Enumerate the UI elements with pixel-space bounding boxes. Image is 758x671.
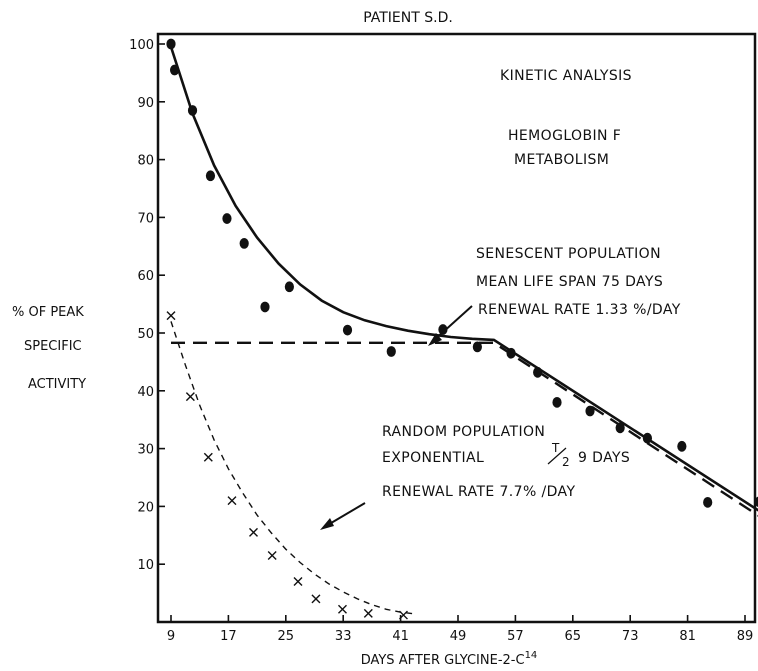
data-point-dot — [386, 346, 396, 357]
chart-title: PATIENT S.D. — [363, 10, 453, 26]
y-tick-label: 80 — [137, 154, 154, 169]
data-point-dot — [187, 105, 198, 116]
x-axis-label: DAYS AFTER GLYCINE-2-C14 — [361, 650, 538, 668]
annotation-random-line-1: RANDOM POPULATION — [382, 424, 545, 440]
data-point-dot — [222, 213, 232, 224]
y-axis-label-line-3: ACTIVITY — [28, 377, 86, 392]
annotation-random-line-3: RENEWAL RATE 7.7% /DAY — [382, 484, 575, 500]
data-point-cross — [166, 311, 176, 321]
data-point-dot — [260, 301, 270, 313]
y-tick-label: 40 — [137, 385, 154, 400]
data-point-cross — [363, 608, 373, 618]
data-point-dot — [239, 238, 249, 249]
random-arrow-shaft — [325, 502, 366, 527]
data-point-dot — [533, 366, 543, 378]
annotation-senescent-line-3: RENEWAL RATE 1.33 %/DAY — [478, 302, 681, 318]
x-tick-label: 89 — [737, 629, 754, 644]
annotation-random-line-2b: 9 DAYS — [578, 450, 630, 466]
data-point-dot — [754, 496, 758, 507]
x-axis-label-text: DAYS AFTER GLYCINE-2-C — [361, 653, 525, 668]
data-point-cross — [185, 392, 195, 402]
annotation-senescent-line-1: SENESCENT POPULATION — [476, 246, 661, 262]
y-axis-ticks: 10 20 30 40 50 60 70 80 90 100 — [129, 38, 165, 573]
data-point-cross — [203, 452, 213, 462]
data-point-cross — [293, 577, 303, 587]
data-point-cross — [227, 496, 237, 506]
data-point-cross — [337, 604, 347, 614]
x-tick-label: 33 — [335, 629, 352, 644]
series-markers — [166, 38, 758, 620]
x-tick-label: 25 — [278, 629, 295, 644]
annotation-hemoglobin-line-1: HEMOGLOBIN F — [508, 128, 621, 144]
x-axis-ticks: 9 17 25 33 41 49 57 65 73 81 89 — [167, 615, 753, 644]
data-point-dot — [703, 496, 713, 508]
data-point-dot — [552, 396, 562, 408]
data-point-dot — [472, 341, 482, 353]
annotation-random-half-life-t: T — [551, 441, 560, 455]
x-tick-label: 49 — [450, 629, 467, 644]
y-tick-label: 10 — [137, 558, 154, 573]
data-point-cross — [398, 610, 408, 620]
x-tick-label: 57 — [507, 629, 524, 644]
y-tick-label: 90 — [137, 96, 154, 111]
x-tick-label: 9 — [167, 629, 175, 644]
y-axis-label-line-2: SPECIFIC — [24, 339, 82, 354]
x-tick-label: 41 — [392, 629, 409, 644]
data-point-dot — [284, 281, 294, 293]
senescent-arrow-head — [428, 333, 442, 346]
y-axis-label-line-1: % OF PEAK — [12, 305, 84, 320]
data-point-dot — [438, 324, 448, 335]
data-point-dot — [342, 324, 353, 336]
x-tick-label: 81 — [679, 629, 696, 644]
senescent-arrow-shaft — [431, 305, 473, 343]
fit-curve-random — [170, 321, 415, 615]
data-point-dot — [166, 38, 176, 50]
y-tick-label: 30 — [137, 443, 154, 458]
fit-line-senescent — [171, 341, 758, 517]
y-tick-label: 70 — [137, 211, 154, 226]
y-tick-label: 100 — [129, 38, 154, 53]
x-tick-label: 73 — [622, 629, 639, 644]
annotation-hemoglobin-line-2: METABOLISM — [514, 152, 609, 168]
data-point-dot — [585, 405, 595, 417]
data-point-cross — [267, 551, 277, 561]
data-point-dot — [506, 347, 516, 359]
data-point-dot — [205, 170, 216, 182]
fit-curve-total — [169, 46, 758, 512]
annotation-random-line-2a: EXPONENTIAL — [382, 450, 484, 466]
data-point-cross — [249, 527, 259, 537]
x-axis-label-superscript: 14 — [525, 650, 538, 661]
annotation-random-half-life-2: 2 — [562, 455, 570, 469]
random-arrow-head — [320, 518, 334, 530]
data-point-dot — [677, 440, 687, 452]
plot-frame — [156, 32, 757, 624]
y-tick-label: 50 — [137, 327, 154, 342]
data-point-dot — [615, 422, 625, 434]
y-tick-label: 20 — [137, 500, 154, 515]
annotation-kinetic-analysis: KINETIC ANALYSIS — [500, 68, 632, 84]
data-point-dot — [642, 432, 653, 444]
data-point-cross — [311, 594, 321, 604]
annotation-half-fraction-bar — [547, 447, 567, 465]
y-tick-label: 60 — [137, 269, 154, 284]
series-lines — [169, 46, 758, 615]
annotation-senescent-line-2: MEAN LIFE SPAN 75 DAYS — [476, 274, 663, 290]
x-tick-label: 17 — [220, 629, 237, 644]
x-tick-label: 65 — [565, 629, 582, 644]
data-point-dot — [169, 64, 180, 76]
